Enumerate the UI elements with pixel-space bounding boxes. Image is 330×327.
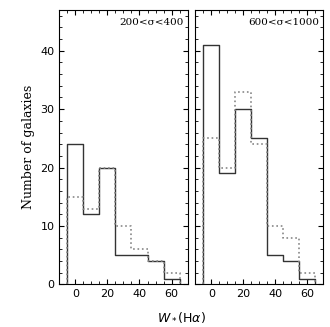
Y-axis label: Number of galaxies: Number of galaxies xyxy=(22,85,35,209)
Text: $W_*({\rm H}\alpha)$: $W_*({\rm H}\alpha)$ xyxy=(157,310,206,324)
Text: 200<σ<400: 200<σ<400 xyxy=(119,18,184,27)
Text: 600<σ<1000: 600<σ<1000 xyxy=(248,18,319,27)
